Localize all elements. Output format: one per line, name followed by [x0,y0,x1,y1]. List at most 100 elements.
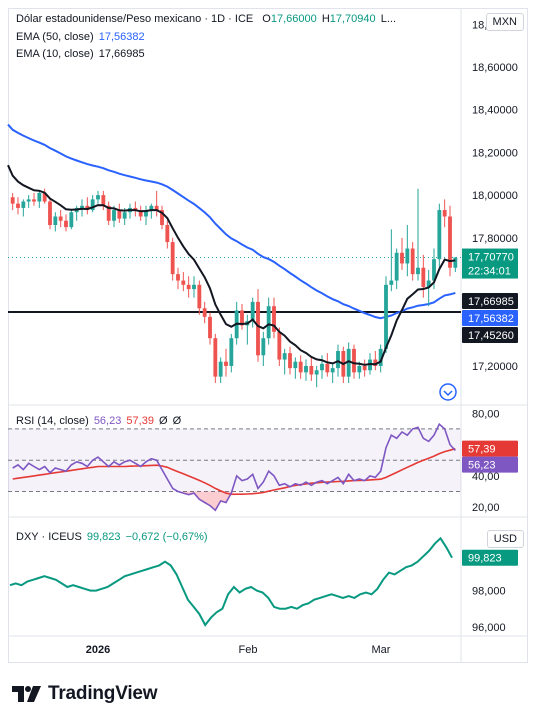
candle [293,357,298,379]
candle [197,280,202,315]
hline-price-label-text: 17,45260 [468,330,514,342]
ema50-value: 17,56382 [98,31,145,43]
candle-body [309,365,314,375]
time-axis-tick: Mar [372,644,391,656]
rsi-legend[interactable]: RSI (14, close) 56,23 57,39 Ø Ø [16,414,183,428]
candle-body [16,203,20,208]
candle [421,254,426,298]
candle-body [48,201,52,226]
currency-selector[interactable]: MXN [485,13,524,31]
rsi-axis-label-bg [462,456,518,473]
candle-body [266,306,271,339]
ohlc-high-value: 17,70940 [329,13,376,25]
candle-body [165,225,170,243]
candle-body [277,331,282,360]
ema10-legend[interactable]: EMA (10, close) 17,66985 [16,47,147,61]
last-price-label-bg [462,248,518,279]
candle [394,248,399,290]
candle-body [421,267,426,287]
candle-body [133,207,138,211]
rsi-axis-tick: 20,00 [472,502,500,514]
candle [181,272,186,292]
candle [101,190,106,211]
rsi-ma-value: 57,39 [126,415,154,427]
candle [16,197,20,215]
dxy-legend[interactable]: DXY · ICEUS 99,823 −0,672 (−0,67%) [16,530,210,544]
candle [37,190,42,208]
rsi-extra-2: Ø [172,415,182,427]
dxy-pane[interactable] [9,536,453,627]
price-axis-tick: 18,40000 [472,105,518,117]
candle-body [256,301,260,356]
candle [389,229,394,292]
rsi-line [12,422,456,512]
dxy-axis-label: 99,823 [462,549,518,566]
dxy-value: 99,823 [86,531,121,543]
dxy-axis-label-text: 99,823 [468,553,502,565]
rsi-axis-label: 56,23 [462,456,518,473]
rsi-oversold-fill [220,491,226,503]
candle [245,314,250,345]
candle [213,333,218,384]
candle-body [298,361,303,373]
candle [453,257,458,272]
dxy-label: DXY · ICEUS [16,531,82,543]
candle [240,304,244,330]
scroll-to-realtime-button[interactable] [439,383,457,401]
ema50-legend[interactable]: EMA (50, close) 17,56382 [16,30,147,44]
candle-body [325,363,330,373]
candle [448,205,452,277]
candle [64,214,68,232]
price-axis-tick: 18,60000 [472,62,518,74]
candle [320,355,324,379]
last-price-label: 17,70770 22:34:01 [462,248,518,279]
candle [229,333,234,373]
price-axis-tick: 18,20000 [472,147,518,159]
candle [106,201,111,226]
tradingview-logo-text: TradingView [48,683,158,704]
ema10-price-label-text: 17,66985 [468,296,514,308]
dxy-currency-badge[interactable]: USD [486,530,524,548]
rsi-axis-label-text: 56,23 [468,460,496,472]
candle-body [58,216,63,221]
tradingview-logo[interactable]: TradingView [12,683,158,705]
candle [346,342,351,384]
axis-labels: 18,8000018,6000018,4000018,2000018,00000… [86,19,518,656]
candle [272,297,276,339]
ema50-line [7,123,456,320]
candle [352,344,356,379]
candle [149,203,154,219]
candle [26,195,31,208]
candle [202,301,207,324]
candle-body [32,199,36,202]
rsi-axis-tick: 80,00 [472,408,500,420]
main-price-pane[interactable] [7,123,461,401]
rsi-ma-line [12,447,456,496]
candle-body [362,365,367,371]
ohlc-high-label: H [321,13,330,25]
rsi-pane[interactable] [8,422,461,512]
tradingview-logo-icon [12,686,41,702]
time-axis-tick: 2026 [86,644,110,656]
candle-body [170,242,175,275]
candle-body [186,284,191,290]
candle-body [213,338,218,377]
chevron-down-icon [443,390,453,397]
candle-body [405,248,410,264]
candle-body [416,267,420,275]
hline-price-label-bg [462,327,518,343]
candle-body [149,205,154,211]
candle [154,190,159,217]
candle-body [373,359,378,366]
candle [362,359,367,377]
rsi-label: RSI (14, close) [16,415,89,427]
candle [208,312,212,345]
candle-body [208,316,212,339]
candle-body [442,210,447,217]
candle-body [117,210,122,219]
candle [304,359,308,381]
candle-body [181,280,186,285]
symbol-legend[interactable]: Dólar estadounidense/Peso mexicano · 1D … [16,12,398,26]
candle-body [288,353,292,369]
candle-body [293,361,298,369]
